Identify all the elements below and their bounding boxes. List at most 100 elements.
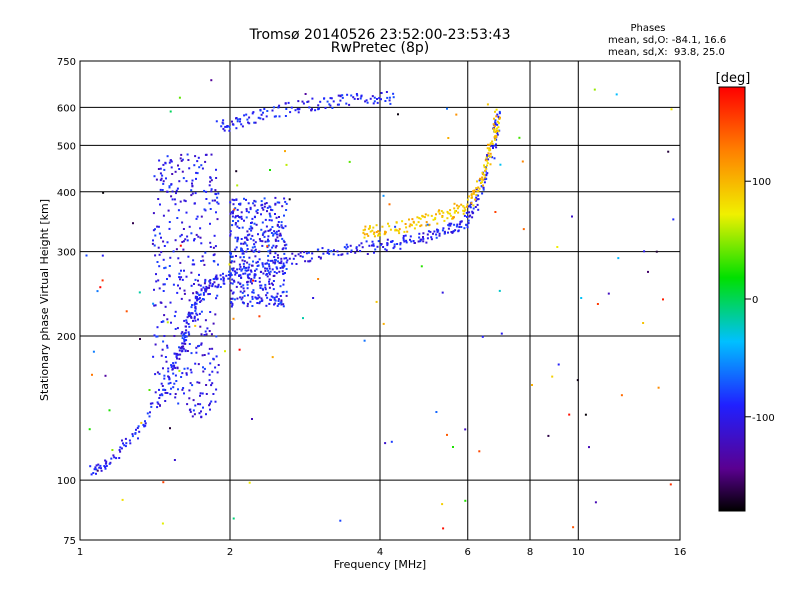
clutter-point [246, 287, 249, 290]
clutter-point [200, 333, 203, 336]
trace-point [348, 103, 351, 106]
clutter-point [272, 261, 275, 264]
trace-point [227, 274, 230, 276]
noise-point [148, 389, 151, 391]
trace-point [104, 466, 107, 468]
noise-point [108, 409, 111, 412]
clutter-point [233, 298, 236, 301]
trace-point [224, 125, 227, 128]
clutter-point [174, 170, 177, 173]
trace-point [389, 228, 392, 231]
trace-point [472, 192, 475, 195]
clutter-point [179, 235, 182, 238]
clutter-point [268, 271, 271, 274]
trace-point [412, 240, 415, 242]
clutter-point [157, 168, 160, 170]
clutter-point [251, 291, 254, 294]
noise-point [302, 317, 304, 320]
trace-point [473, 191, 476, 194]
trace-point [368, 244, 371, 247]
clutter-point [236, 240, 239, 243]
trace-point [399, 247, 402, 250]
clutter-point [277, 303, 280, 306]
clutter-point [249, 300, 252, 303]
trace-point [404, 223, 407, 225]
trace-point [304, 260, 307, 263]
trace-point [497, 126, 500, 129]
clutter-point [162, 320, 165, 323]
trace-point [403, 230, 406, 233]
trace-point [199, 301, 202, 303]
clutter-point [234, 216, 237, 219]
clutter-point [266, 206, 269, 209]
clutter-point [251, 295, 254, 298]
clutter-point [238, 263, 241, 266]
clutter-point [270, 219, 273, 222]
trace-point [119, 450, 122, 453]
clutter-point [201, 167, 204, 170]
trace-point [441, 216, 444, 218]
noise-point [435, 411, 438, 413]
clutter-point [183, 199, 186, 202]
noise-point [111, 449, 114, 451]
clutter-point [252, 239, 255, 242]
clutter-point [246, 244, 249, 247]
clutter-point [243, 260, 246, 263]
trace-point [483, 178, 486, 181]
clutter-point [267, 238, 269, 241]
trace-point [438, 209, 441, 212]
noise-point [173, 459, 176, 461]
trace-point [458, 223, 461, 226]
noise-point [464, 428, 467, 431]
clutter-point [210, 190, 213, 193]
trace-point [288, 257, 291, 260]
clutter-point [191, 182, 193, 185]
clutter-point [188, 343, 191, 345]
trace-point [493, 136, 496, 139]
trace-point [384, 230, 386, 233]
clutter-point [211, 382, 214, 385]
noise-point [384, 442, 387, 445]
clutter-point [230, 305, 233, 308]
noise-point [252, 279, 255, 282]
trace-point [208, 280, 211, 283]
trace-point [377, 234, 379, 237]
clutter-point [209, 180, 212, 183]
clutter-point [236, 208, 239, 211]
trace-point [189, 314, 192, 317]
trace-point [124, 437, 127, 440]
trace-point [467, 195, 470, 198]
noise-point [178, 369, 181, 372]
trace-point [119, 446, 122, 449]
trace-point [409, 235, 412, 238]
clutter-point [202, 406, 204, 409]
trace-point [364, 100, 367, 103]
clutter-point [246, 238, 249, 241]
clutter-point [285, 294, 288, 297]
clutter-point [159, 203, 161, 206]
clutter-point [233, 199, 236, 202]
clutter-point [163, 374, 166, 377]
trace-point [432, 232, 434, 235]
clutter-point [245, 250, 248, 253]
trace-point [359, 97, 362, 100]
clutter-point [271, 209, 274, 212]
clutter-point [277, 298, 280, 301]
trace-point [430, 236, 433, 239]
trace-point [276, 267, 279, 270]
clutter-point [214, 313, 217, 316]
y-axis-label: Stationary phase Virtual Height [km] [38, 199, 51, 401]
clutter-point [158, 388, 160, 391]
clutter-point [274, 302, 276, 305]
trace-point [367, 234, 370, 237]
trace-point [486, 162, 489, 165]
clutter-point [285, 243, 288, 246]
trace-point [379, 234, 381, 237]
trace-point [142, 423, 145, 426]
noise-point [382, 194, 385, 197]
clutter-point [282, 239, 285, 242]
trace-point [341, 253, 344, 256]
x-tick-label: 10 [572, 547, 585, 558]
noise-point [607, 292, 610, 295]
clutter-point [276, 201, 279, 204]
